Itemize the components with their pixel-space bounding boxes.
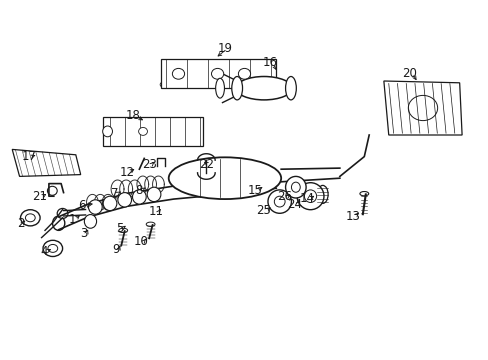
- Text: 8: 8: [135, 184, 143, 197]
- Ellipse shape: [43, 240, 62, 256]
- Text: 1: 1: [68, 213, 76, 226]
- Bar: [102, 117, 203, 146]
- Text: 18: 18: [125, 109, 140, 122]
- Text: 25: 25: [256, 204, 271, 217]
- Ellipse shape: [267, 190, 291, 213]
- Text: 13: 13: [345, 210, 360, 222]
- Text: 2: 2: [17, 217, 24, 230]
- Text: 9: 9: [112, 243, 120, 256]
- Text: 12: 12: [120, 166, 134, 179]
- Ellipse shape: [118, 193, 131, 207]
- Ellipse shape: [57, 208, 68, 219]
- Text: 24: 24: [287, 198, 302, 211]
- Text: 22: 22: [199, 158, 213, 171]
- Text: 11: 11: [149, 205, 163, 218]
- Text: 23: 23: [142, 158, 156, 171]
- Text: 19: 19: [217, 42, 232, 55]
- Ellipse shape: [172, 68, 184, 79]
- Ellipse shape: [47, 186, 57, 195]
- Ellipse shape: [211, 68, 224, 79]
- Bar: [161, 59, 276, 88]
- Ellipse shape: [147, 187, 161, 202]
- Ellipse shape: [146, 222, 155, 226]
- Ellipse shape: [297, 183, 323, 210]
- Ellipse shape: [102, 199, 112, 207]
- Ellipse shape: [53, 216, 64, 230]
- Text: 14: 14: [299, 192, 314, 205]
- Ellipse shape: [160, 82, 167, 87]
- Ellipse shape: [132, 190, 146, 204]
- Ellipse shape: [215, 78, 224, 98]
- Ellipse shape: [285, 176, 305, 198]
- Text: 4: 4: [40, 245, 48, 258]
- Text: 26: 26: [277, 190, 291, 203]
- Ellipse shape: [231, 77, 242, 100]
- Ellipse shape: [291, 182, 300, 192]
- Ellipse shape: [25, 214, 35, 222]
- Ellipse shape: [359, 192, 368, 196]
- Ellipse shape: [238, 68, 250, 79]
- Text: 10: 10: [133, 235, 148, 248]
- Ellipse shape: [304, 190, 316, 202]
- Ellipse shape: [102, 126, 112, 137]
- Text: 20: 20: [402, 67, 416, 80]
- Text: 5: 5: [116, 222, 123, 235]
- Ellipse shape: [407, 95, 437, 121]
- Text: 17: 17: [22, 150, 37, 163]
- Ellipse shape: [317, 185, 327, 203]
- Ellipse shape: [84, 215, 96, 228]
- Text: 7: 7: [111, 187, 119, 200]
- Polygon shape: [12, 149, 81, 176]
- Polygon shape: [383, 81, 461, 135]
- Ellipse shape: [20, 210, 40, 226]
- Ellipse shape: [119, 228, 127, 233]
- Ellipse shape: [285, 77, 296, 100]
- Ellipse shape: [168, 157, 281, 199]
- Ellipse shape: [274, 196, 285, 207]
- Ellipse shape: [48, 244, 58, 252]
- Ellipse shape: [264, 183, 270, 187]
- Text: 15: 15: [247, 184, 262, 197]
- Text: 16: 16: [263, 57, 277, 69]
- Ellipse shape: [262, 180, 273, 189]
- Text: 21: 21: [33, 190, 47, 203]
- Ellipse shape: [103, 196, 117, 211]
- Text: 3: 3: [80, 227, 88, 240]
- Text: 6: 6: [78, 199, 86, 212]
- Ellipse shape: [88, 200, 102, 214]
- Ellipse shape: [236, 77, 292, 100]
- Ellipse shape: [138, 127, 147, 135]
